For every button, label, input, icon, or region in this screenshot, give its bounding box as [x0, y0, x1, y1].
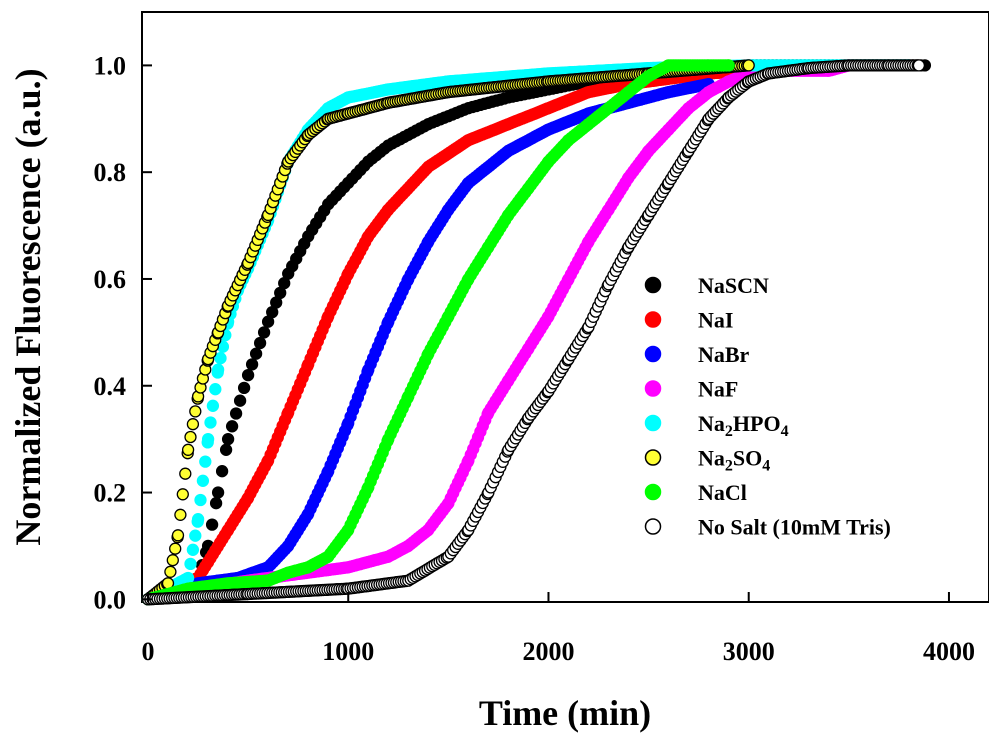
data-point: [219, 443, 233, 456]
data-point: [166, 554, 179, 567]
data-points: [141, 59, 932, 606]
data-point: [233, 394, 247, 407]
series-No Salt (10mM Tris): [141, 59, 926, 606]
data-point: [209, 383, 222, 396]
data-point: [912, 59, 926, 72]
data-point: [722, 59, 735, 72]
legend-marker: [644, 311, 662, 328]
x-tick-label: 4000: [923, 637, 975, 666]
y-tick-label: 0.2: [94, 479, 127, 508]
y-tick-label: 0.6: [94, 265, 127, 294]
y-axis-title: Normalized Fluorescence (a.u.): [8, 68, 48, 545]
data-point: [181, 571, 195, 585]
data-point: [229, 407, 243, 420]
data-point: [174, 508, 187, 521]
data-point: [196, 474, 210, 487]
data-point: [181, 443, 195, 456]
data-point: [211, 363, 225, 376]
data-point: [221, 432, 235, 446]
legend-label: NaF: [698, 377, 738, 402]
data-point: [184, 557, 197, 571]
data-point: [253, 336, 267, 350]
data-point: [179, 467, 192, 480]
data-point: [186, 543, 200, 556]
legend-label: No Salt (10mM Tris): [698, 515, 891, 540]
x-tick-label: 0: [142, 637, 155, 666]
data-point: [206, 399, 220, 412]
data-point: [201, 432, 215, 446]
data-point: [169, 542, 182, 555]
legend-marker: [644, 345, 662, 363]
x-tick-label: 1000: [322, 637, 374, 666]
data-point: [184, 430, 197, 444]
data-point: [164, 565, 177, 578]
data-point: [189, 529, 202, 542]
y-tick-label: 0.0: [94, 585, 127, 614]
x-axis-title: Time (min): [479, 693, 651, 733]
legend-label: NaBr: [698, 342, 750, 367]
x-tick-label: 2000: [522, 637, 574, 666]
data-point: [191, 513, 205, 526]
y-tick-label: 0.4: [94, 372, 127, 401]
data-point: [215, 465, 229, 478]
data-point: [204, 416, 217, 429]
data-point: [237, 381, 251, 395]
x-axis-ticks: 0 1000 2000 3000 4000: [142, 592, 975, 666]
legend-marker: [644, 380, 662, 397]
data-point: [742, 59, 755, 72]
data-point: [214, 352, 227, 365]
data-point: [194, 493, 207, 507]
y-axis-ticks: 0.0 0.2 0.4 0.6 0.8 1.0: [94, 51, 152, 614]
series-Na2SO4: [141, 59, 755, 606]
legend-label: NaCl: [698, 480, 747, 505]
plot-frame: [141, 11, 989, 603]
legend-marker: [644, 414, 662, 432]
data-point: [257, 326, 271, 339]
x-tick-label: 3000: [723, 637, 775, 666]
data-point: [241, 368, 255, 382]
data-point: [249, 347, 263, 360]
data-point: [199, 455, 212, 468]
legend: NaSCN NaI NaBr NaF Na2HPO4 Na2SO4 NaCl No Salt …: [644, 273, 891, 540]
data-point: [245, 358, 259, 371]
legend-label: Na2HPO4: [698, 411, 789, 440]
legend-label: NaSCN: [698, 273, 769, 298]
legend-marker: [644, 483, 662, 501]
data-point: [225, 420, 239, 433]
data-point: [176, 488, 189, 501]
legend-marker: [644, 518, 662, 535]
legend-marker: [644, 276, 662, 294]
data-point: [211, 486, 225, 499]
legend-label: Na2SO4: [698, 446, 770, 475]
y-tick-label: 0.8: [94, 158, 127, 187]
legend-label: NaI: [698, 308, 733, 333]
data-point: [209, 497, 223, 510]
data-point: [205, 518, 219, 531]
legend-marker: [644, 449, 662, 466]
data-point: [189, 405, 202, 418]
data-point: [171, 529, 185, 542]
y-tick-label: 1.0: [94, 51, 127, 80]
data-point: [186, 418, 200, 431]
